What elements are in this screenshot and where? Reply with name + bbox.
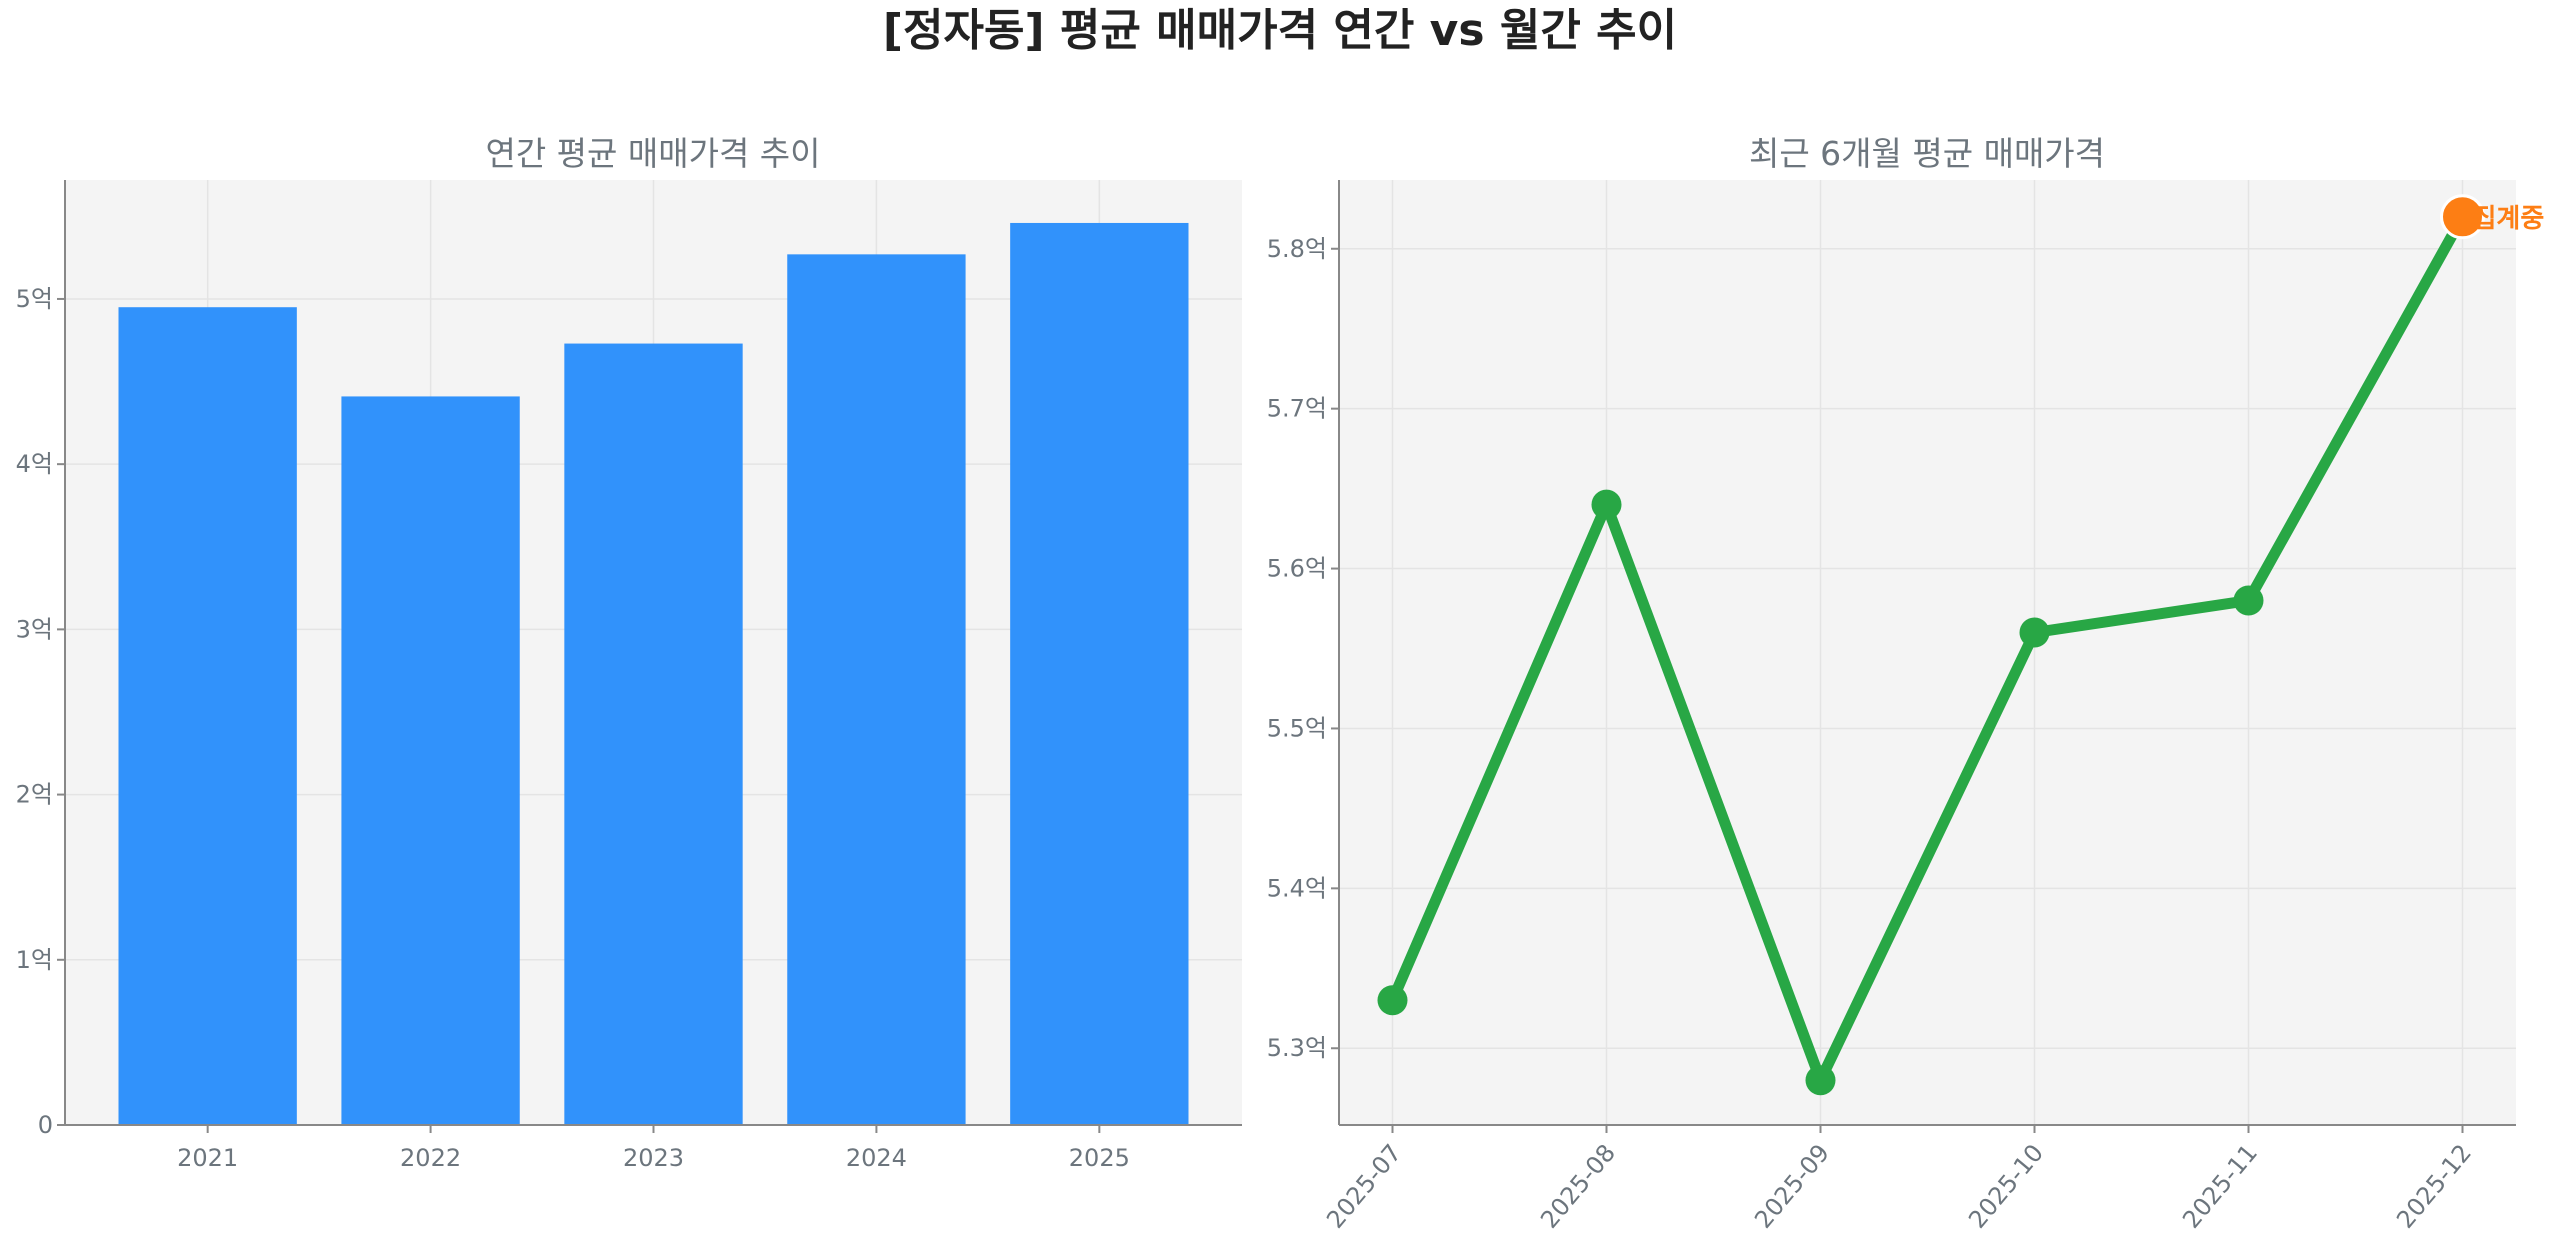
- bar-2024: [787, 254, 966, 1125]
- annual-chart-title: 연간 평균 매매가격 추이: [485, 134, 820, 173]
- y-tick-label: 5.4억: [1267, 874, 1327, 902]
- x-tick-label: 2025-07: [1321, 1139, 1407, 1234]
- bar-2025: [1010, 222, 1189, 1126]
- x-tick-label: 2025-12: [2391, 1139, 2477, 1234]
- highlight-point-2025-12: [2440, 194, 2485, 240]
- data-point-2025-11: [2233, 585, 2264, 616]
- data-point-2025-08: [1591, 489, 1622, 520]
- y-tick-label: 5억: [16, 285, 53, 313]
- y-tick-label: 3억: [16, 615, 53, 643]
- y-tick-label: 5.3억: [1267, 1034, 1327, 1062]
- y-tick-label: 1억: [16, 946, 53, 974]
- y-tick-label: 5.5억: [1267, 714, 1327, 742]
- y-tick-label: 5.8억: [1267, 235, 1327, 263]
- series-line: [1387, 214, 2468, 1086]
- bar-2023: [564, 343, 743, 1125]
- monthly-line-chart: 최근 6개월 평균 매매가격 5.3억 5.4억 5.5억 5.6억 5.7억 5.8억 집…: [1267, 134, 2545, 1234]
- x-tick-label: 2023: [623, 1144, 684, 1172]
- y-tick-label: 0: [38, 1111, 53, 1139]
- y-tick-label: 5.6억: [1267, 555, 1327, 583]
- bar-2022: [341, 396, 520, 1126]
- x-tick-label: 2025-09: [1749, 1139, 1835, 1234]
- figure-title: [정자동] 평균 매매가격 연간 vs 월간 추이: [883, 5, 1677, 56]
- x-tick-label: 2025: [1069, 1144, 1130, 1172]
- x-tick-label: 2025-11: [2177, 1139, 2263, 1234]
- x-tick-label: 2022: [400, 1144, 461, 1172]
- bar-2021: [118, 307, 297, 1125]
- y-tick-label: 5.7억: [1267, 395, 1327, 423]
- monthly-chart-title: 최근 6개월 평균 매매가격: [1749, 134, 2105, 173]
- x-tick-label: 2025-10: [1963, 1139, 2049, 1234]
- y-tick-label: 4억: [16, 450, 53, 478]
- plot-area: [1339, 180, 2516, 1125]
- in-progress-annotation: 집계중: [2473, 204, 2545, 234]
- x-tick-label: 2024: [846, 1144, 907, 1172]
- annual-bar-chart: 연간 평균 매매가격 추이 0 1억 2억 3억 4억 5억 2021 2022 2023 202…: [16, 134, 1242, 1172]
- x-tick-label: 2025-08: [1535, 1139, 1621, 1234]
- data-point-2025-10: [2019, 617, 2050, 648]
- x-tick-label: 2021: [177, 1144, 238, 1172]
- data-point-2025-09: [1805, 1065, 1836, 1096]
- data-point-2025-07: [1377, 985, 1408, 1016]
- y-tick-label: 2억: [16, 781, 53, 809]
